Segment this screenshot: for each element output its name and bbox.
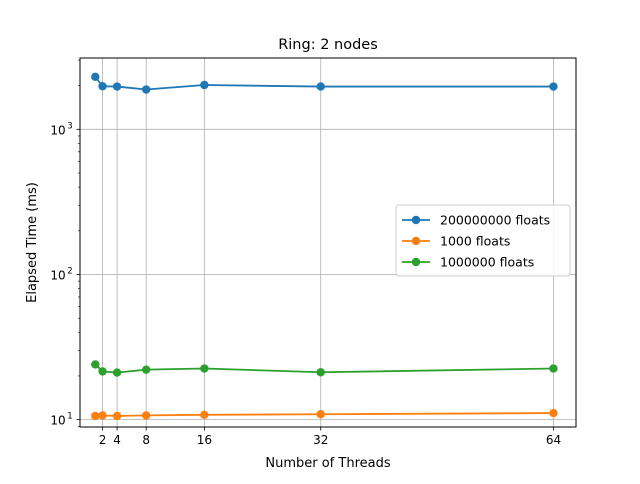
legend-label: 1000 floats <box>440 234 510 249</box>
x-tick-label: 2 <box>99 433 107 447</box>
data-point <box>141 411 151 420</box>
x-axis-label: Number of Threads <box>265 456 390 471</box>
data-point <box>316 82 325 91</box>
x-tick-label: 4 <box>113 433 121 447</box>
x-tick-label: 32 <box>313 433 328 447</box>
series <box>91 72 558 94</box>
data-point <box>549 408 558 418</box>
series-group <box>91 72 558 421</box>
x-tick-label: 8 <box>142 433 150 447</box>
legend-label: 200000000 floats <box>440 213 550 228</box>
y-tick-exponent: 3 <box>67 121 72 131</box>
legend-item: 1000000 floats <box>402 255 534 270</box>
x-tick-label: 64 <box>546 433 561 447</box>
legend: 200000000 floats 1000 floats 1000000 float… <box>395 204 571 277</box>
legend-item: 1000 floats <box>402 234 510 249</box>
data-point <box>91 360 100 369</box>
data-point <box>112 368 122 377</box>
data-point <box>141 85 151 94</box>
data-point <box>200 364 209 373</box>
data-point <box>316 368 325 377</box>
data-point <box>98 82 107 91</box>
data-point <box>112 82 122 91</box>
y-tick-base: 10 <box>50 123 65 137</box>
legend-item: 200000000 floats <box>402 213 550 228</box>
data-point <box>112 411 122 421</box>
y-tick-label: 10 3 <box>50 121 72 137</box>
data-point <box>141 365 151 374</box>
y-tick-label: 10 1 <box>50 412 72 428</box>
legend-swatch-marker <box>411 236 421 246</box>
data-point <box>200 410 209 420</box>
legend-swatch-marker <box>411 215 421 225</box>
x-tick-label: 16 <box>197 433 212 447</box>
y-tick-exponent: 2 <box>67 266 72 276</box>
data-point <box>98 411 107 420</box>
data-point <box>549 364 558 373</box>
y-tick-exponent: 1 <box>67 412 72 422</box>
series <box>91 408 558 421</box>
data-point <box>316 410 325 419</box>
plot-frame <box>79 57 577 428</box>
y-tick-base: 10 <box>50 268 65 282</box>
legend-box <box>395 204 571 277</box>
data-point <box>91 411 100 421</box>
data-point <box>200 80 209 90</box>
legend-label: 1000000 floats <box>440 255 534 270</box>
data-point <box>98 367 107 376</box>
y-tick-base: 10 <box>50 414 65 428</box>
y-axis-label: Elapsed Time (ms) <box>25 182 40 303</box>
series <box>91 360 558 377</box>
x-axis-ticks: 2 4 8 16 32 64 <box>99 427 561 447</box>
y-tick-label: 10 2 <box>50 266 72 282</box>
data-point <box>549 82 558 91</box>
legend-swatch-marker <box>411 257 421 267</box>
chart-title: Ring: 2 nodes <box>278 37 378 53</box>
data-point <box>91 72 100 82</box>
